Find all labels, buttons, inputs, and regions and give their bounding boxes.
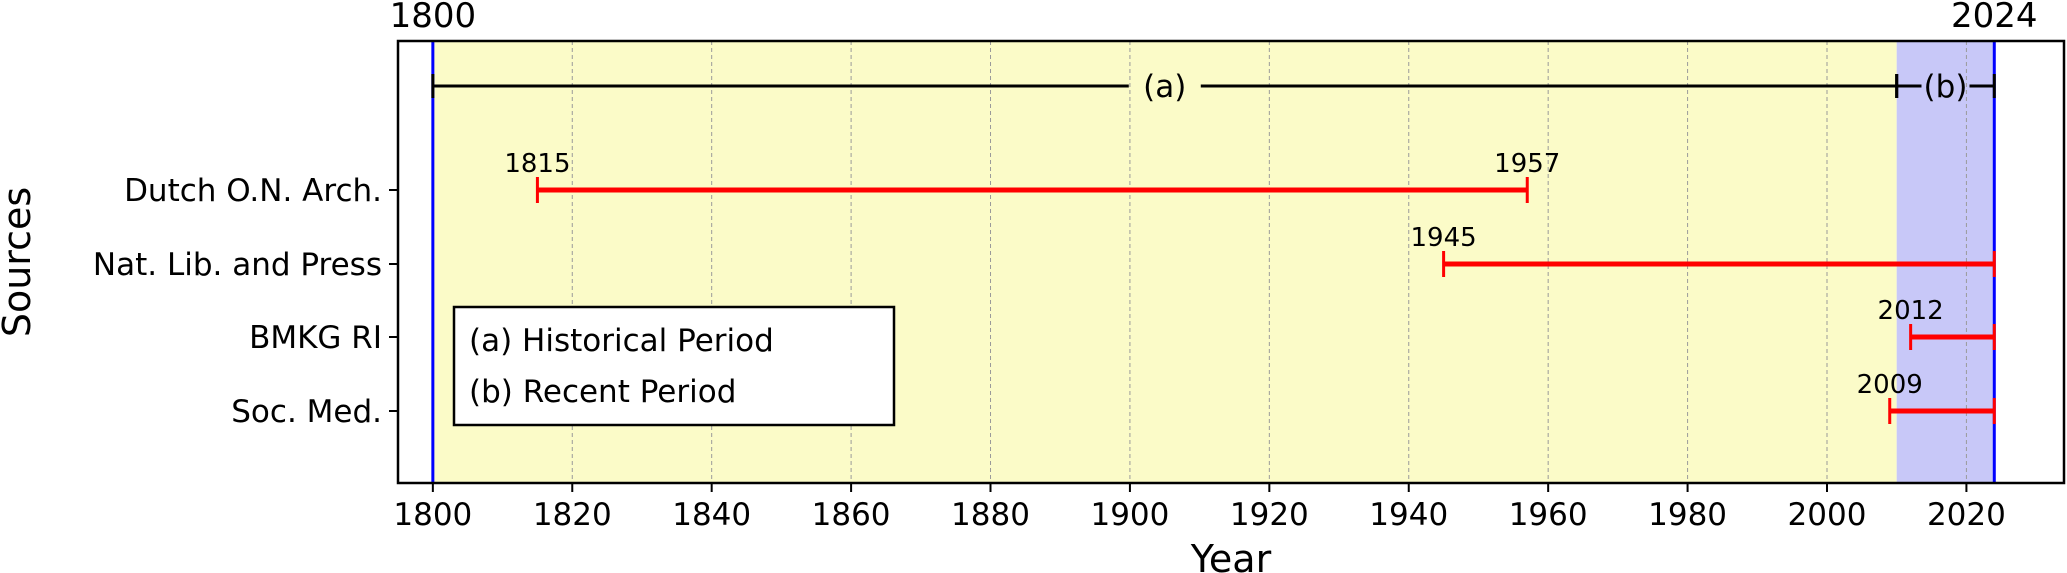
- x-axis: 1800 1820 1840 1860 1880 1900 1920 1940 1960 1980…: [393, 483, 2006, 533]
- y-tick-label: Soc. Med.: [231, 394, 382, 430]
- top-markers: 1800 2024: [390, 0, 2038, 36]
- x-tick-label: 1840: [672, 497, 751, 533]
- y-tick-label: BMKG RI: [249, 320, 382, 356]
- x-tick-label: 1940: [1369, 497, 1448, 533]
- x-axis-title: Year: [1190, 537, 1272, 573]
- source-start-label: 2012: [1878, 296, 1944, 326]
- top-marker-label: 1800: [390, 0, 477, 36]
- x-tick-label: 1860: [812, 497, 891, 533]
- top-marker-label: 2024: [1951, 0, 2038, 36]
- legend-box: [452, 305, 896, 427]
- plot-frame: [396, 39, 2066, 485]
- source-end-label: 1957: [1494, 149, 1560, 179]
- legend-entry-recent: (b) Recent Period: [469, 374, 736, 410]
- x-tick-label: 1820: [533, 497, 612, 533]
- x-tick-label: 1960: [1509, 497, 1588, 533]
- x-tick-label: 1880: [951, 497, 1030, 533]
- source-start-label: 1815: [504, 149, 570, 179]
- y-tick-label: Nat. Lib. and Press: [93, 247, 382, 283]
- x-tick-label: 1980: [1648, 497, 1727, 533]
- period-label: (b): [1924, 69, 1968, 105]
- legend: (a) Historical Period (b) Recent Period: [452, 305, 896, 427]
- x-tick-label: 2000: [1788, 497, 1867, 533]
- y-tick-label: Dutch O.N. Arch.: [124, 173, 382, 209]
- x-tick-label: 1900: [1090, 497, 1169, 533]
- source-start-label: 1945: [1411, 223, 1477, 253]
- x-tick-label: 1920: [1230, 497, 1309, 533]
- period-label: (a): [1143, 69, 1186, 105]
- x-tick-label: 1800: [393, 497, 472, 533]
- x-tick-label: 2020: [1927, 497, 2006, 533]
- y-axis: Dutch O.N. Arch. Nat. Lib. and Press BMKG …: [93, 173, 398, 430]
- y-axis-title: Sources: [0, 187, 39, 337]
- source-start-label: 2009: [1857, 370, 1923, 400]
- legend-entry-historical: (a) Historical Period: [469, 323, 774, 359]
- period-ranges: (a) (b): [431, 69, 1996, 105]
- source-bars: 1815 1957 1945 2012 2009: [504, 149, 1996, 424]
